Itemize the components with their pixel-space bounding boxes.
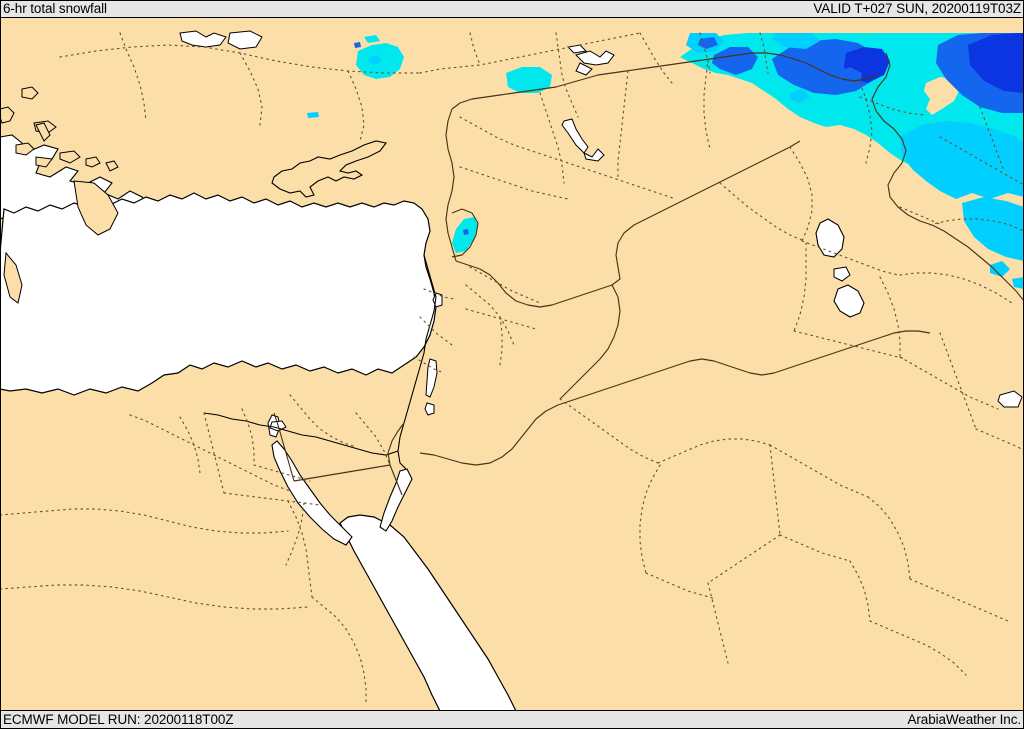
- border-suez-west: [273, 412, 295, 482]
- lake-habbaniyah: [833, 266, 851, 282]
- snowfall-layer: [307, 33, 1024, 289]
- snow-core-lebanon: [463, 229, 469, 235]
- black-sea-sliver-2: [227, 30, 263, 50]
- footer-bar: ECMWF MODEL RUN: 20200118T00Z ArabiaWeat…: [0, 711, 1024, 729]
- border-iraq-iran: [871, 52, 1024, 302]
- iraq-marsh-lake: [997, 390, 1023, 408]
- model-run-label: ECMWF MODEL RUN: 20200118T00Z: [3, 712, 234, 728]
- snow-blob-small-b: [790, 89, 810, 103]
- lake-tharthar: [815, 218, 845, 258]
- snow-patch-lebanon: [452, 217, 478, 253]
- snow-patch-south-turkey: [506, 67, 552, 93]
- header-bar: 6-hr total snowfall VALID T+027 SUN, 202…: [0, 0, 1024, 17]
- map-svg: [0, 17, 1024, 711]
- black-sea-sliver: [179, 30, 227, 48]
- aegean-islands: [0, 86, 119, 304]
- mediterranean-main: [0, 192, 437, 396]
- snow-blob-small-a: [840, 77, 856, 89]
- snow-tail-zagros: [962, 197, 1024, 261]
- snow-dot-turkey-c: [307, 112, 319, 118]
- border-turkey-syria: [451, 52, 807, 110]
- international-borders: [273, 52, 1024, 496]
- snow-dot-right-edge: [1016, 143, 1024, 157]
- border-saudi-iraq: [559, 284, 621, 400]
- border-egypt-israel: [387, 422, 405, 496]
- page-title: 6-hr total snowfall: [3, 0, 107, 16]
- sea-layer: [0, 30, 1023, 711]
- snow-patch-north-b: [698, 37, 718, 49]
- snow-dot-turkey-b: [354, 42, 361, 48]
- snow-hole-mosul-plain: [924, 77, 960, 115]
- dead-sea-south: [424, 402, 435, 416]
- coastline-layer: [203, 254, 437, 470]
- cyprus-island: [271, 140, 387, 198]
- attribution-label: ArabiaWeather Inc.: [907, 712, 1021, 728]
- snow-dot-zagros-a: [990, 261, 1010, 277]
- border-sinai-east: [293, 464, 391, 482]
- snow-patch-north-c: [772, 33, 820, 49]
- turkey-reservoirs: [561, 44, 615, 162]
- map-canvas[interactable]: [0, 17, 1024, 711]
- border-turkey-iraq: [805, 62, 879, 82]
- snow-dot-turkey-a: [364, 35, 380, 43]
- border-jordan-saudi: [419, 330, 931, 466]
- border-syria-jordan: [455, 140, 801, 308]
- snow-dot-zagros-b: [1012, 277, 1024, 289]
- lake-razzaza: [833, 284, 865, 318]
- border-lebanon: [451, 208, 479, 258]
- snow-dot-anatolia-small: [368, 55, 382, 65]
- snow-core-deep-nw-iran: [968, 33, 1024, 93]
- subnational-borders: [0, 32, 1024, 706]
- gulf-of-suez: [271, 440, 353, 546]
- border-levant-coast: [445, 108, 457, 262]
- valid-time-label: VALID T+027 SUN, 20200119T03Z: [813, 0, 1021, 16]
